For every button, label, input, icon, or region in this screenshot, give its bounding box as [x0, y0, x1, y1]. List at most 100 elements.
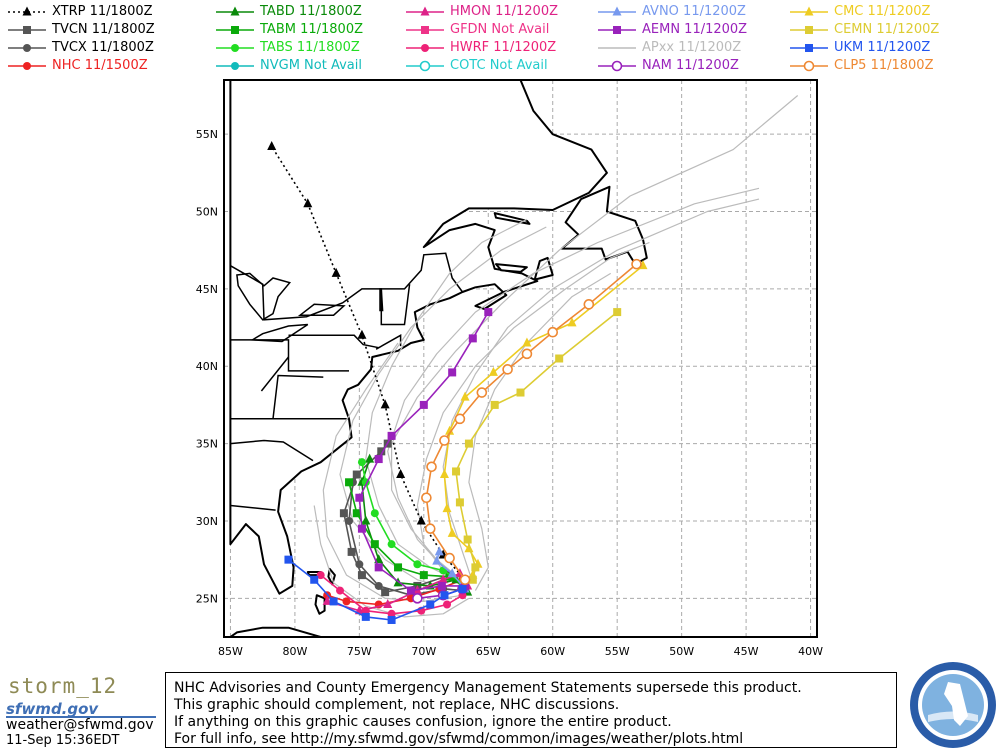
track-marker-circle: [443, 600, 452, 609]
track-apxx: [468, 272, 612, 591]
us-canada-border: [230, 252, 464, 321]
track-marker-square: [284, 555, 293, 564]
track-line-apxx: [442, 198, 760, 583]
latitude-label: 55N: [196, 128, 218, 141]
track-marker-square: [463, 535, 472, 544]
track-marker-circle: [23, 44, 31, 52]
coastline-us-canada: [229, 79, 608, 595]
track-ukm: [284, 555, 467, 624]
lake-erie: [249, 323, 309, 343]
track-marker-triangle: [383, 599, 393, 609]
track-marker-square: [426, 600, 435, 609]
track-marker-square: [329, 597, 338, 606]
legend-swatch: [598, 6, 636, 16]
state-lines-8: [380, 284, 411, 326]
track-marker-triangle: [432, 555, 442, 565]
track-marker-square: [310, 575, 319, 584]
state-lines-5: [230, 504, 276, 511]
legend-label: TVCX 11/1800Z: [52, 40, 154, 55]
borders: [230, 252, 464, 511]
legend-swatch: [8, 62, 46, 70]
track-marker-circle: [413, 560, 422, 569]
legend-label: XTRP 11/1800Z: [52, 4, 153, 19]
longitude-labels: 85W 80W 75W 70W 65W 60W 55W 50W 45W 40W: [218, 645, 823, 658]
legend-label: HMON 11/1200Z: [450, 4, 558, 19]
track-marker-triangle: [380, 399, 390, 409]
track-marker-square: [437, 581, 446, 590]
track-marker-square: [468, 575, 477, 584]
track-marker-ring: [439, 435, 450, 446]
legend-swatch: [406, 6, 444, 16]
track-marker-ring: [631, 258, 642, 270]
track-apxx: [313, 505, 470, 618]
track-marker-ring: [583, 299, 595, 310]
disclaimer-box: NHC Advisories and County Emergency Mana…: [165, 672, 897, 748]
track-marker-square: [805, 26, 813, 34]
legend-swatch: [598, 60, 636, 72]
track-marker-square: [357, 524, 366, 533]
track-clp5: [421, 258, 642, 586]
legend-label: TABD 11/1800Z: [260, 4, 362, 19]
model-tracks: [267, 95, 799, 624]
disclaimer-link-line[interactable]: For full info, see http://my.sfwmd.gov/s…: [174, 731, 744, 747]
track-marker-circle: [336, 586, 345, 595]
track-marker-square: [455, 498, 464, 507]
track-marker-ring: [459, 574, 471, 586]
track-map: 55N 50N 45N 40N 35N 30N 25N 85W 80W 75W 70W 65W 60W…: [196, 79, 823, 658]
latitude-label: 40N: [196, 360, 218, 373]
track-marker-square: [394, 563, 403, 572]
track-marker-square: [347, 547, 356, 556]
longitude-label: 75W: [347, 645, 372, 658]
track-marker-triangle: [396, 469, 406, 479]
track-marker-triangle: [447, 568, 457, 578]
track-marker-square: [352, 509, 361, 518]
track-marker-square: [458, 585, 467, 594]
legend-swatch: [216, 62, 254, 70]
track-marker-triangle: [230, 6, 240, 16]
track-marker-square: [23, 26, 31, 34]
track-marker-triangle: [567, 317, 577, 327]
track-marker-circle: [345, 516, 354, 525]
track-marker-triangle: [303, 198, 313, 208]
legend-label: UKM 11/1200Z: [834, 40, 931, 55]
track-marker-triangle: [267, 141, 277, 151]
contact-email[interactable]: weather@sfwmd.gov: [6, 717, 154, 733]
longitude-label: 45W: [734, 645, 759, 658]
track-marker-square: [516, 388, 525, 397]
track-marker-ring: [611, 60, 623, 72]
track-marker-ring: [803, 60, 815, 72]
track-marker-triangle: [447, 527, 457, 537]
state-lines-7: [272, 374, 324, 419]
track-marker-circle: [387, 609, 396, 618]
track-marker-triangle: [804, 6, 814, 16]
longitude-label: 40W: [798, 645, 823, 658]
coastline-andros: [314, 594, 326, 615]
latitude-labels: 55N 50N 45N 40N 35N 30N 25N: [196, 128, 218, 605]
track-marker-square: [406, 586, 415, 595]
track-marker-triangle: [442, 503, 452, 513]
track-aemn: [355, 308, 493, 595]
track-marker-triangle: [22, 6, 32, 16]
track-line-apxx: [468, 272, 612, 591]
latitude-label: 45N: [196, 283, 218, 296]
legend-swatch: [216, 44, 254, 52]
legend-label: CLP5 11/1800Z: [834, 58, 934, 73]
legend-swatch: [790, 60, 828, 72]
track-marker-square: [231, 26, 239, 34]
track-marker-ring: [426, 461, 437, 473]
legend-label: NHC 11/1500Z: [52, 58, 148, 73]
legend-label: COTC Not Avail: [450, 58, 548, 73]
track-marker-triangle: [357, 329, 367, 339]
track-marker-ring: [547, 326, 559, 338]
coastline-anticosti: [493, 212, 531, 225]
legend-swatch: [406, 26, 444, 34]
track-marker-square: [464, 439, 473, 448]
track-marker-triangle: [361, 515, 371, 525]
track-line-tabd: [361, 458, 469, 593]
legend-swatch: [790, 44, 828, 52]
track-marker-ring: [476, 387, 488, 398]
legend-label: HWRF 11/1200Z: [450, 40, 557, 55]
track-marker-ring: [521, 348, 533, 360]
track-marker-triangle: [322, 595, 332, 605]
state-lines-4: [230, 439, 314, 462]
